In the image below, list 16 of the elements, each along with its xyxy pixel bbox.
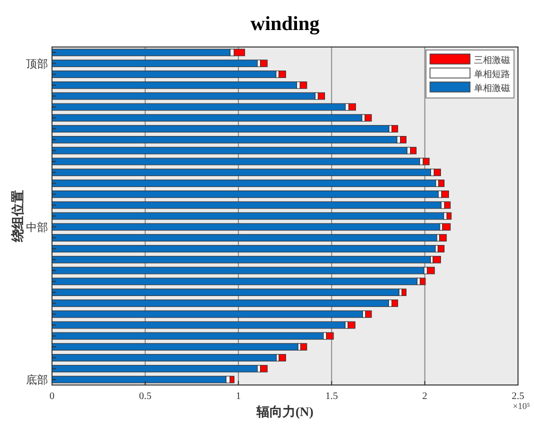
x-axis-title: 辐向力(N) <box>255 404 314 419</box>
y-axis-title: 绕组位置 <box>10 190 25 243</box>
x-tick-label: 2.5 <box>512 391 524 402</box>
y-tick-label: 顶部 <box>26 57 48 70</box>
text: ×10⁵ <box>512 401 530 411</box>
x-tick-label: 0.5 <box>138 391 152 402</box>
x-tick-label: 0 <box>50 391 54 402</box>
legend-label: 三相激磁 <box>474 55 510 65</box>
x-tick-label: 1 <box>236 391 241 402</box>
y-tick-label: 底部 <box>26 374 48 387</box>
x-tick-label: 1.5 <box>325 391 338 402</box>
legend-label: 单相短路 <box>474 69 510 79</box>
legend-label: 单相激磁 <box>474 83 510 93</box>
x-tick-label: 2 <box>422 391 428 402</box>
y-tick-label: 中部 <box>26 220 48 234</box>
chart-title: winding <box>250 13 320 35</box>
